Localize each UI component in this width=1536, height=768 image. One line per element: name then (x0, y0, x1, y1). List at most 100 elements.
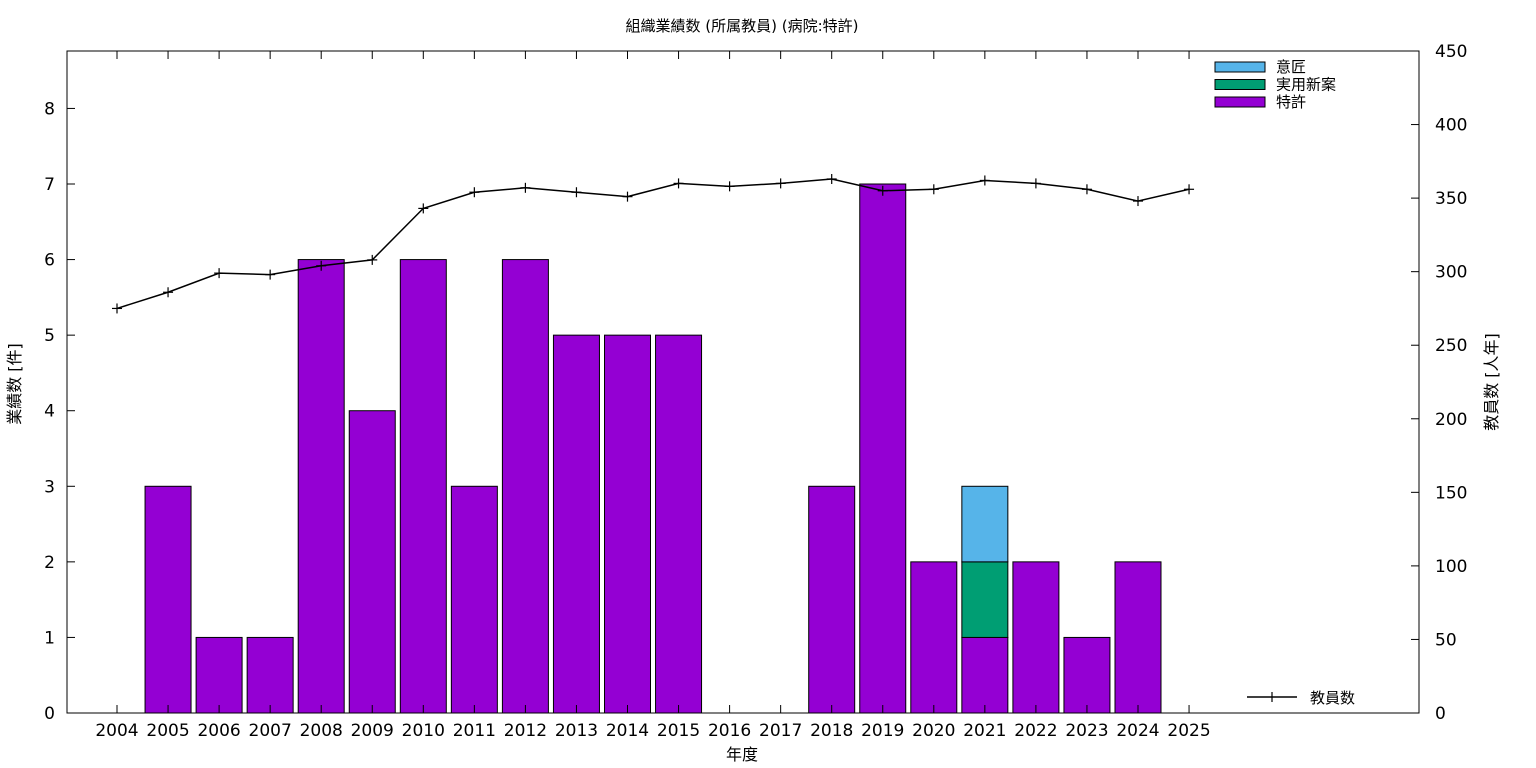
line-point-2021 (979, 175, 990, 186)
line-point-2009 (367, 254, 378, 265)
y2-tick-label: 450 (1435, 42, 1467, 62)
y-tick-label: 7 (44, 175, 55, 195)
plot-frame (66, 50, 1420, 714)
bar-2019-s0 (859, 183, 907, 714)
legend-swatch (1214, 79, 1266, 90)
bars-group (144, 183, 1162, 714)
x-tick-label: 2025 (1167, 721, 1210, 741)
x-tick-label: 2006 (197, 721, 240, 741)
x-tick-label: 2013 (555, 721, 598, 741)
x-tick-label: 2014 (606, 721, 649, 741)
line-point-2023 (1081, 184, 1092, 195)
x-tick-label: 2018 (810, 721, 853, 741)
bar-2020-s0 (910, 561, 958, 714)
y-tick-label: 1 (44, 628, 55, 648)
y-tick-label: 3 (44, 477, 55, 497)
x-tick-label: 2010 (402, 721, 445, 741)
line-point-2011 (469, 187, 480, 198)
legend-label: 実用新案 (1276, 76, 1336, 94)
line-point-2022 (1030, 178, 1041, 189)
y2-tick-label: 200 (1435, 410, 1467, 430)
bar-2021-s2 (961, 485, 1009, 563)
line-point-2005 (163, 287, 174, 298)
x-tick-label: 2005 (146, 721, 189, 741)
x-tick-label: 2004 (95, 721, 138, 741)
x-tick-label: 2015 (657, 721, 700, 741)
line-group (112, 173, 1195, 314)
line-faculty-count (116, 178, 1190, 310)
bar-2005-s0 (144, 485, 192, 714)
y-tick-label: 4 (44, 402, 55, 422)
bar-2021-s1 (961, 561, 1009, 638)
x-tick-label: 2021 (963, 721, 1006, 741)
line-point-2004 (112, 303, 122, 314)
y2-tick-label: 350 (1435, 189, 1467, 209)
bar-2010-s0 (399, 259, 447, 714)
y-tick-label: 6 (44, 251, 55, 271)
line-point-2008 (316, 260, 327, 271)
line-point-2025 (1184, 184, 1195, 195)
y2-tick-label: 250 (1435, 336, 1467, 356)
line-point-2012 (520, 182, 531, 193)
y-axis-label: 業績数 [件] (5, 343, 24, 425)
bar-2021-s0 (961, 636, 1009, 714)
bar-2014-s0 (604, 334, 651, 714)
x-tick-label: 2011 (453, 721, 496, 741)
legend-swatch (1214, 96, 1266, 108)
line-point-2016 (724, 181, 735, 192)
line-point-2020 (928, 184, 939, 195)
legend-label: 意匠 (1276, 58, 1306, 76)
line-point-2014 (622, 191, 633, 202)
y2-tick-label: 150 (1435, 483, 1467, 503)
y2-tick-label: 300 (1435, 263, 1467, 283)
x-axis-label: 年度 (726, 745, 758, 764)
y-tick-label: 5 (44, 326, 55, 346)
bar-2015-s0 (655, 334, 703, 714)
line-point-2019 (877, 185, 888, 196)
y2-tick-label: 100 (1435, 557, 1467, 577)
bar-2006-s0 (195, 636, 243, 714)
x-tick-label: 2008 (300, 721, 343, 741)
y-tick-label: 8 (44, 99, 55, 119)
bar-2023-s0 (1063, 636, 1111, 714)
x-tick-label: 2012 (504, 721, 547, 741)
axes-group: 0 1 2 3 4 5 6 7 8 0 50 100 150 200 250 300 350 400 450 2004… (44, 42, 1467, 741)
bar-2018-s0 (808, 485, 856, 714)
bar-2007-s0 (246, 636, 294, 714)
y2-axis-label: 教員数 [人年] (1482, 333, 1501, 431)
bar-2013-s0 (552, 334, 600, 714)
x-tick-label: 2020 (912, 721, 955, 741)
legend-line-label: 教員数 (1310, 689, 1355, 707)
line-point-2010 (418, 203, 429, 214)
line-point-2006 (214, 268, 225, 279)
bar-2022-s0 (1012, 561, 1060, 714)
line-point-2024 (1133, 196, 1143, 207)
line-point-2013 (571, 187, 582, 198)
legend-label: 特許 (1276, 93, 1306, 111)
line-point-2017 (775, 178, 786, 189)
bar-2024-s0 (1114, 561, 1162, 714)
x-tick-label: 2019 (861, 721, 904, 741)
bar-2011-s0 (450, 485, 498, 714)
x-tick-label: 2022 (1014, 721, 1057, 741)
bar-2009-s0 (348, 410, 396, 714)
y-tick-label: 2 (44, 553, 55, 573)
x-tick-label: 2023 (1065, 721, 1108, 741)
x-tick-label: 2009 (351, 721, 394, 741)
y2-tick-label: 0 (1435, 704, 1446, 724)
bar-2012-s0 (501, 259, 549, 714)
line-point-2015 (673, 178, 684, 189)
x-tick-label: 2016 (708, 721, 751, 741)
chart-title: 組織業績数 (所属教員) (病院:特許) (626, 17, 859, 35)
y-tick-label: 0 (44, 704, 55, 724)
x-tick-label: 2007 (249, 721, 292, 741)
y2-tick-label: 400 (1435, 116, 1467, 136)
x-tick-label: 2024 (1116, 721, 1159, 741)
bar-2008-s0 (297, 259, 345, 714)
line-point-2007 (265, 269, 276, 280)
y2-tick-label: 50 (1435, 630, 1457, 650)
legend-swatch (1214, 61, 1266, 73)
x-tick-label: 2017 (759, 721, 802, 741)
